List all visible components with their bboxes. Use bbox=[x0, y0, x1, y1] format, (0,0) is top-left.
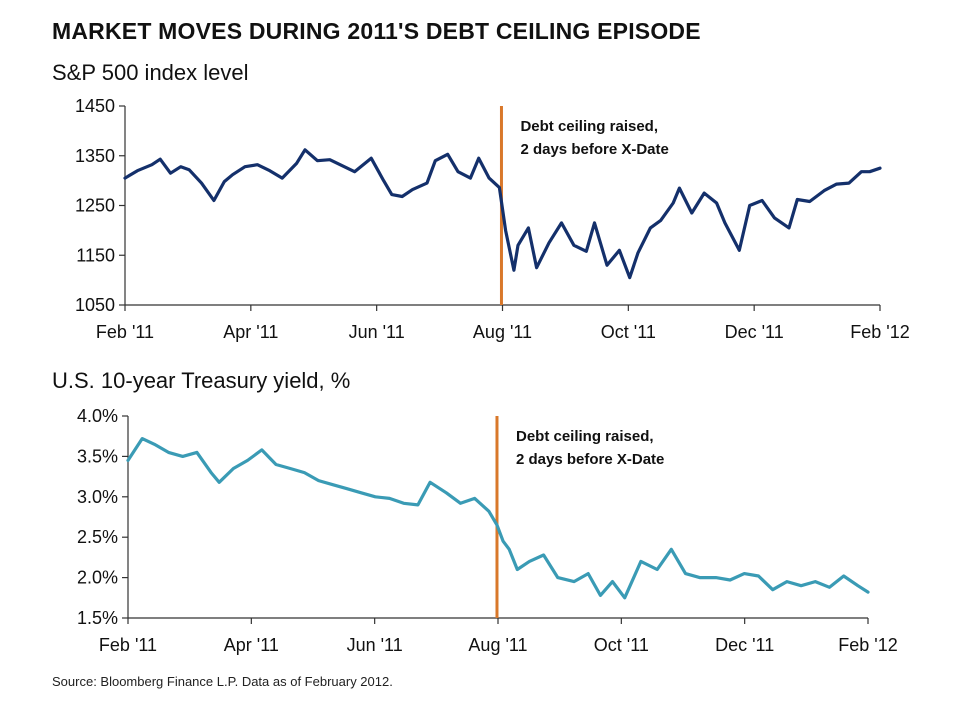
treasury-x-tick-label: Feb '11 bbox=[99, 635, 157, 655]
treasury-y-tick-label: 2.5% bbox=[77, 527, 118, 547]
treasury-series-line bbox=[126, 437, 870, 600]
treasury-x-tick-label: Feb '12 bbox=[838, 635, 897, 655]
treasury-y-tick-label: 3.5% bbox=[77, 446, 118, 466]
treasury-y-tick-label: 3.0% bbox=[77, 487, 118, 507]
treasury-x-tick-label: Apr '11 bbox=[224, 635, 279, 655]
sp500-y-tick-label: 1350 bbox=[75, 146, 115, 166]
sp500-x-tick-label: Feb '11 bbox=[96, 322, 154, 342]
sp500-y-tick-label: 1450 bbox=[75, 96, 115, 116]
sp500-annotation-line1: Debt ceiling raised, bbox=[520, 118, 658, 135]
treasury-y-tick-label: 2.0% bbox=[77, 568, 118, 588]
sp500-series-line bbox=[123, 148, 882, 280]
treasury-x-tick-label: Jun '11 bbox=[347, 635, 403, 655]
sp500-y-tick-label: 1250 bbox=[75, 196, 115, 216]
treasury-y-tick-label: 4.0% bbox=[77, 406, 118, 426]
chart-main-title: MARKET MOVES DURING 2011'S DEBT CEILING … bbox=[52, 18, 701, 44]
sp500-x-tick-label: Dec '11 bbox=[725, 322, 784, 342]
sp500-x-tick-label: Jun '11 bbox=[349, 322, 405, 342]
treasury-annotation-line2: 2 days before X-Date bbox=[516, 451, 664, 468]
treasury-y-tick-label: 1.5% bbox=[77, 608, 118, 628]
sp500-y-tick-label: 1050 bbox=[75, 295, 115, 315]
sp500-x-tick-label: Feb '12 bbox=[850, 322, 909, 342]
treasury-x-tick-label: Aug '11 bbox=[468, 635, 527, 655]
sp500-y-tick-label: 1150 bbox=[76, 245, 115, 265]
treasury-x-tick-label: Oct '11 bbox=[594, 635, 649, 655]
sp500-x-tick-label: Oct '11 bbox=[601, 322, 656, 342]
sp500-chart-title: S&P 500 index level bbox=[52, 60, 249, 85]
treasury-chart-title: U.S. 10-year Treasury yield, % bbox=[52, 368, 351, 393]
sp500-x-tick-label: Aug '11 bbox=[473, 322, 532, 342]
source-note: Source: Bloomberg Finance L.P. Data as o… bbox=[52, 674, 393, 689]
sp500-x-tick-label: Apr '11 bbox=[223, 322, 278, 342]
treasury-x-tick-label: Dec '11 bbox=[715, 635, 774, 655]
sp500-annotation-line2: 2 days before X-Date bbox=[520, 141, 668, 158]
treasury-annotation-line1: Debt ceiling raised, bbox=[516, 428, 654, 445]
